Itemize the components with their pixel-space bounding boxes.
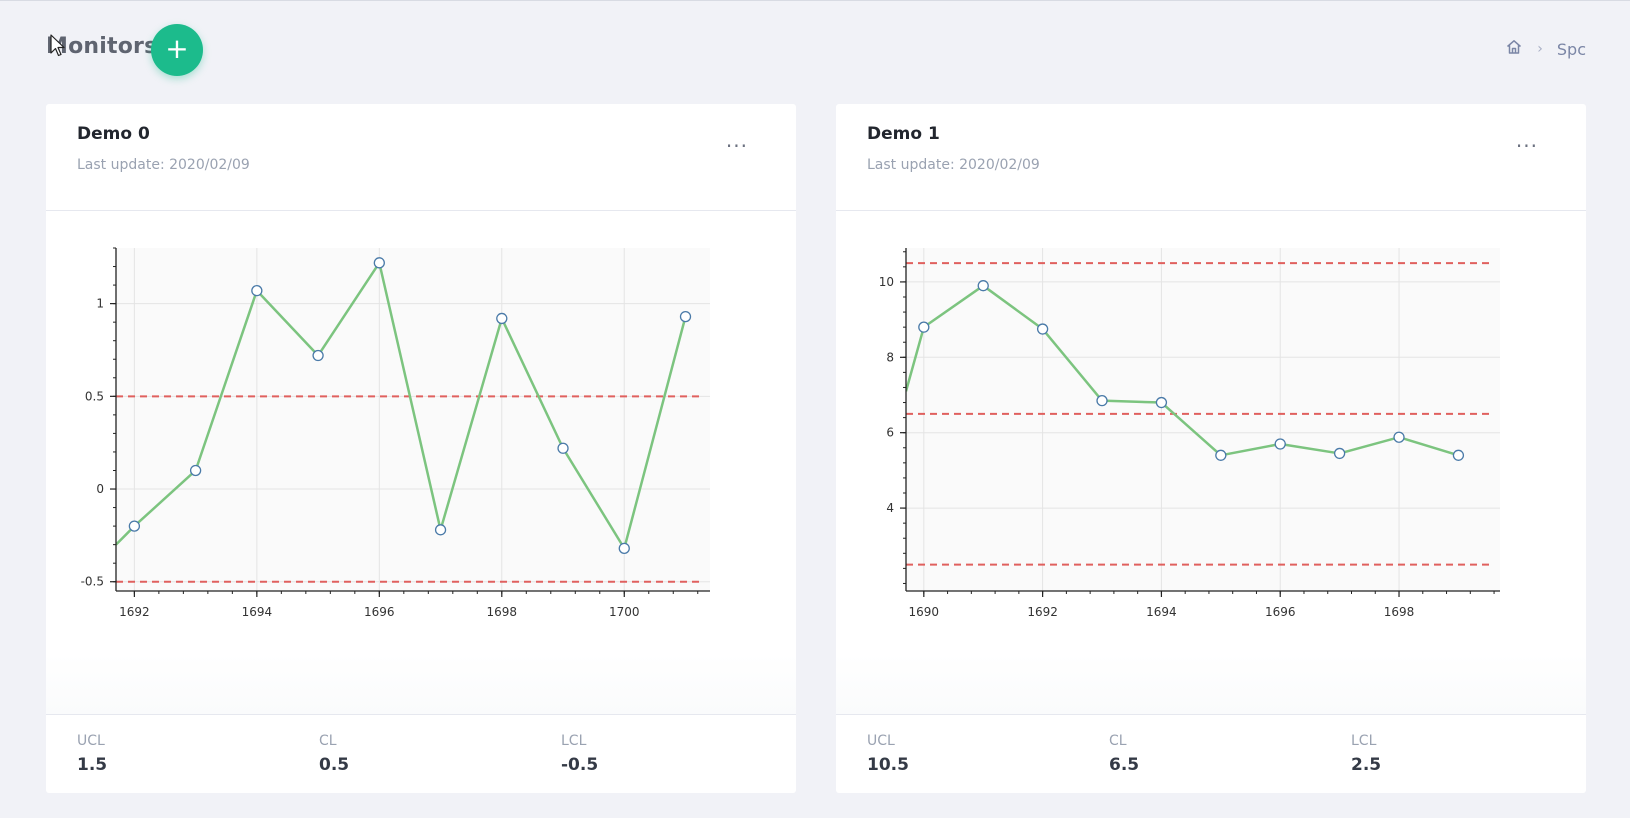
breadcrumb: › Spc xyxy=(1505,38,1586,60)
data-point xyxy=(312,349,324,362)
stat-cl: CL 0.5 xyxy=(319,733,349,775)
data-point xyxy=(1393,431,1405,443)
data-point xyxy=(189,464,202,477)
plot-background xyxy=(116,248,710,591)
card-footer: UCL 10.5 CL 6.5 LCL 2.5 xyxy=(836,715,1586,794)
monitor-card: Demo 1 Last update: 2020/02/09 ... 4 6 8 10… xyxy=(836,104,1586,793)
data-point xyxy=(679,310,692,323)
stat-value: 6.5 xyxy=(1109,755,1140,775)
x-tick-label: 1692 xyxy=(119,605,150,619)
x-tick-label: 1700 xyxy=(609,605,640,619)
data-point xyxy=(1452,449,1465,461)
more-menu-icon[interactable]: ... xyxy=(725,128,748,152)
data-point xyxy=(1096,395,1108,407)
x-tick-label: 1694 xyxy=(1146,605,1177,619)
data-point xyxy=(977,280,989,292)
stat-ucl: UCL 1.5 xyxy=(77,733,107,775)
data-point xyxy=(251,284,263,297)
stat-value: 1.5 xyxy=(77,755,108,775)
stat-value: 2.5 xyxy=(1351,755,1382,775)
control-chart: -0.5 0 0.5 1 1692 1694 1696 1698 1700 xyxy=(81,247,710,619)
more-menu-icon[interactable]: ... xyxy=(1515,128,1538,152)
card-title: Demo 0 xyxy=(77,124,150,144)
chart-area: -0.5 0 0.5 1 1692 1694 1696 1698 1700 xyxy=(46,211,796,715)
data-point xyxy=(128,520,141,532)
data-point xyxy=(618,542,630,555)
card-title: Demo 1 xyxy=(867,124,940,144)
monitor-card: Demo 0 Last update: 2020/02/09 ... -0.5 0… xyxy=(46,104,796,793)
stat-cl: CL 6.5 xyxy=(1109,733,1139,775)
chart-area: 4 6 8 10 1690 1692 1694 1696 1698 xyxy=(836,211,1586,715)
data-point xyxy=(496,312,508,325)
data-point xyxy=(1155,396,1168,409)
data-point xyxy=(918,321,930,333)
card-subtitle: Last update: 2020/02/09 xyxy=(77,157,250,173)
y-tick-label: -0.5 xyxy=(81,575,104,589)
add-monitor-button[interactable]: + xyxy=(151,24,203,76)
card-footer: UCL 1.5 CL 0.5 LCL -0.5 xyxy=(46,715,796,794)
stat-label: UCL xyxy=(867,733,895,749)
card-header: Demo 0 Last update: 2020/02/09 ... xyxy=(46,104,796,211)
stat-value: -0.5 xyxy=(561,755,599,775)
y-tick-label: 8 xyxy=(886,350,894,364)
stat-value: 10.5 xyxy=(867,755,909,775)
x-tick-label: 1692 xyxy=(1027,605,1058,619)
data-point xyxy=(1036,323,1049,335)
data-point xyxy=(1215,449,1227,461)
stat-label: CL xyxy=(1109,733,1127,749)
data-point xyxy=(557,442,569,454)
card-subtitle: Last update: 2020/02/09 xyxy=(867,157,1040,173)
x-tick-label: 1694 xyxy=(242,605,273,619)
y-tick-label: 10 xyxy=(879,275,894,289)
control-chart: 4 6 8 10 1690 1692 1694 1696 1698 xyxy=(879,248,1500,619)
stat-value: 0.5 xyxy=(319,755,350,775)
page-title: Monitors xyxy=(46,34,158,59)
x-tick-label: 1698 xyxy=(487,605,518,619)
card-header: Demo 1 Last update: 2020/02/09 ... xyxy=(836,104,1586,211)
stat-label: LCL xyxy=(561,733,587,749)
chevron-right-icon: › xyxy=(1537,41,1543,57)
stat-ucl: UCL 10.5 xyxy=(867,733,909,775)
y-tick-label: 6 xyxy=(886,426,894,440)
mouse-cursor-icon xyxy=(50,34,65,57)
y-tick-label: 4 xyxy=(886,501,894,515)
y-tick-label: 0 xyxy=(96,482,104,496)
x-tick-label: 1690 xyxy=(909,605,940,619)
y-tick-label: 0.5 xyxy=(85,389,104,403)
data-point xyxy=(1274,438,1286,450)
stat-lcl: LCL 2.5 xyxy=(1351,733,1381,775)
y-tick-label: 1 xyxy=(96,297,104,311)
x-tick-label: 1698 xyxy=(1384,605,1415,619)
plot-background xyxy=(906,248,1500,591)
data-point xyxy=(373,257,385,269)
stat-label: UCL xyxy=(77,733,105,749)
home-icon[interactable] xyxy=(1505,38,1523,60)
stat-lcl: LCL -0.5 xyxy=(561,733,598,775)
top-border xyxy=(0,0,1630,1)
x-tick-label: 1696 xyxy=(1265,605,1296,619)
data-point xyxy=(434,524,447,536)
data-point xyxy=(1333,447,1346,460)
breadcrumb-item-spc[interactable]: Spc xyxy=(1556,39,1586,59)
stat-label: CL xyxy=(319,733,337,749)
stat-label: LCL xyxy=(1351,733,1377,749)
x-tick-label: 1696 xyxy=(364,605,395,619)
